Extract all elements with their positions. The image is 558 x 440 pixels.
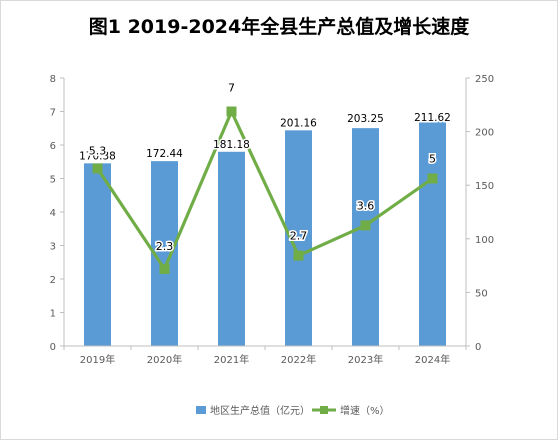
x-tick-label-1: 2020年 [147,353,182,366]
bar-series [84,119,446,346]
bar-5 [419,119,446,346]
y-right-tick-label-0: 0 [475,342,481,353]
y-left-tick-label-2: 2 [50,275,56,286]
line-marker-1 [159,263,170,274]
chart-title: 图1 2019-2024年全县生产总值及增长速度 [88,16,470,38]
y-right-tick-label-2: 100 [475,235,494,246]
y-right-tick-label-5: 250 [475,74,494,85]
line-value-label-3: 2.7 [290,230,308,243]
data-labels: 170.38 172.44 181.18 201.16 203.25 211.62 5.3 2… [78,80,453,254]
x-tick-label-0: 2019年 [80,353,115,366]
line-series [92,106,438,274]
y-left-tick-label-3: 3 [50,242,56,253]
x-tick-label-4: 2023年 [348,353,383,366]
axes: 0 1 2 3 4 5 6 7 8 0 50 100 150 200 250 2019年 2020年 2021年 2… [50,74,494,366]
line-path [96,109,434,271]
legend-swatch-marker [320,406,328,414]
bar-value-label-2: 181.18 [213,139,250,151]
bar-2 [218,151,245,346]
y-left-tick-label-1: 1 [50,309,56,320]
y-right-tick-label-4: 200 [475,128,494,139]
line-value-label-4: 3.6 [357,199,375,212]
line-marker-2 [226,106,237,117]
bar-value-label-0: 170.38 [79,150,116,162]
y-left-tick-label-5: 5 [50,175,56,186]
bar-value-label-4: 203.25 [347,113,384,125]
y-left-tick-label-0: 0 [50,342,56,353]
x-tick-label-5: 2024年 [415,353,450,366]
legend: 地区生产总值（亿元） 增速（%） [196,404,390,417]
y-left-tick-label-4: 4 [50,208,56,219]
bar-value-label-3: 201.16 [280,117,317,129]
legend-label-bar: 地区生产总值（亿元） [210,404,310,417]
y-right-tick-label-3: 150 [475,181,494,192]
bar-4 [352,128,379,346]
x-tick-label-2: 2021年 [214,353,249,366]
line-marker-0 [92,163,103,174]
legend-label-line: 增速（%） [340,404,390,417]
y-left-tick-label-7: 7 [50,108,56,119]
line-marker-4 [360,220,371,231]
line-value-label-1: 2.3 [156,240,174,253]
bar-value-label-1: 172.44 [146,148,183,160]
line-marker-5 [427,173,438,184]
bar-0 [84,163,111,346]
x-tick-label-3: 2022年 [281,353,316,366]
y-left-tick-label-8: 8 [50,74,56,85]
y-right-tick-label-1: 50 [475,288,488,299]
line-value-label-2: 7 [228,82,235,95]
legend-swatch-bar [196,406,206,414]
bar-value-label-5: 211.62 [414,112,451,124]
line-marker-3 [293,250,304,261]
line-value-label-5: 5 [429,153,436,166]
y-left-tick-label-6: 6 [50,141,56,152]
line-value-label-0: 5.3 [89,144,107,157]
